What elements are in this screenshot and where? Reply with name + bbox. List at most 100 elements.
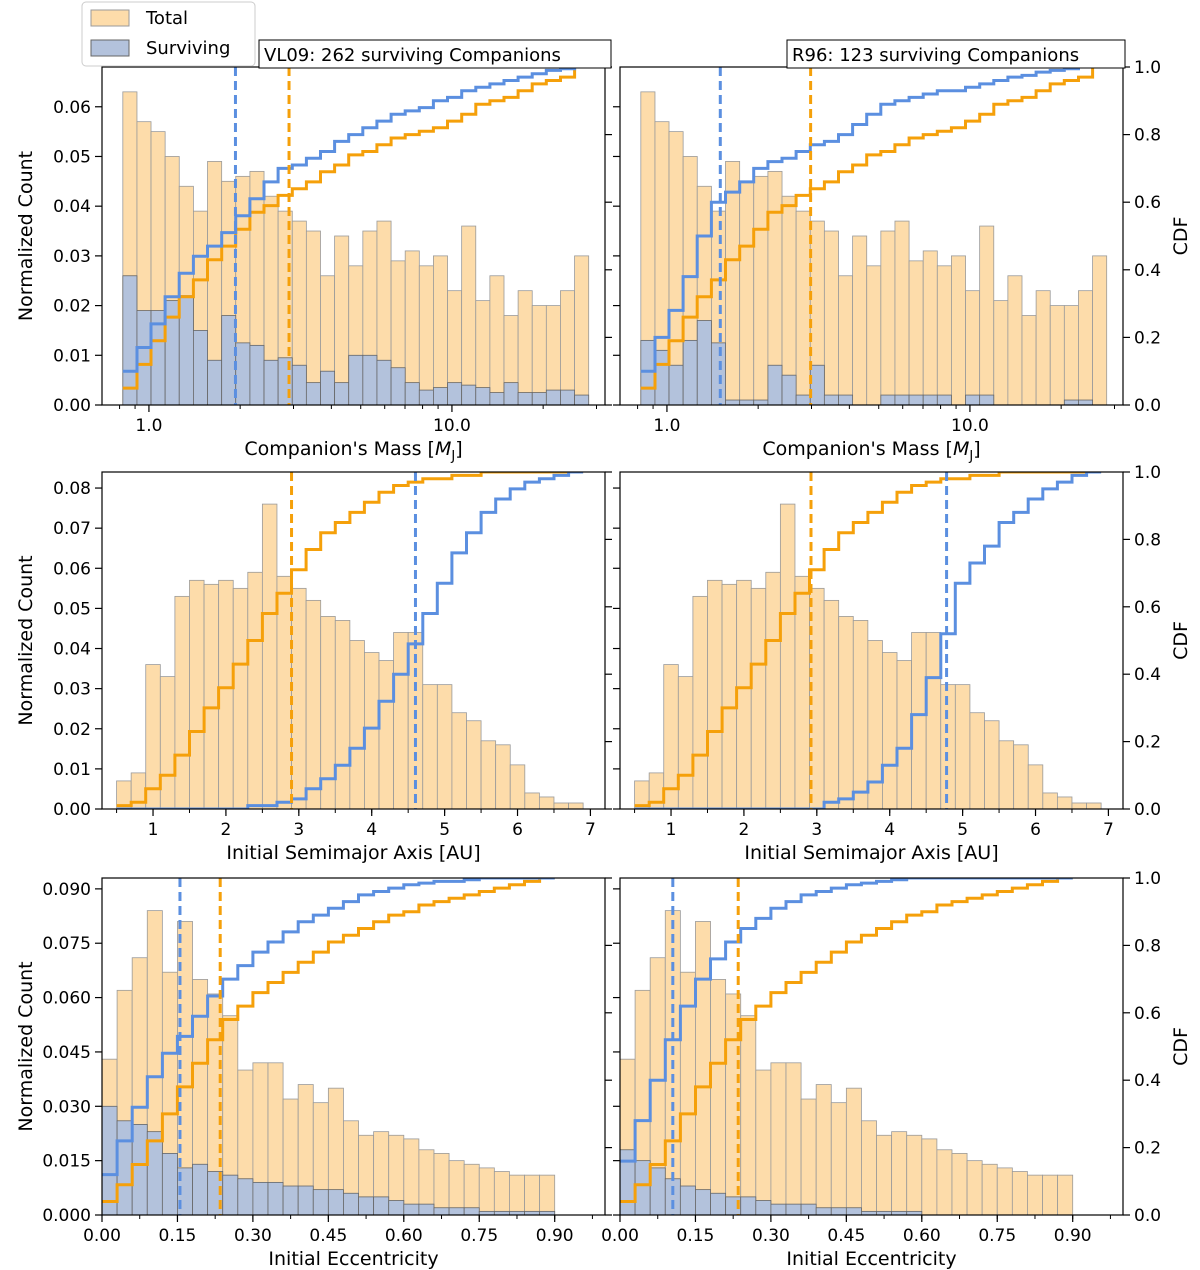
- panel-mass-r96: 1.0 10.0 0.0 0.2 0.4 0.6 0.8 1.0 Companion's Mas…: [613, 58, 1192, 464]
- y-tick-label: 0.00: [53, 396, 91, 416]
- x-tick-label: 1.0: [135, 416, 162, 436]
- x-tick-label: 7: [1103, 820, 1114, 840]
- bar-surviving: [448, 1207, 465, 1215]
- bar-total: [979, 225, 995, 405]
- bar-total: [436, 684, 453, 809]
- cdf-line-surviving: [102, 878, 555, 1177]
- bar-total: [1042, 792, 1058, 809]
- bar-surviving: [795, 394, 811, 405]
- bar-total: [911, 632, 927, 809]
- y-axis-label: Normalized Count: [15, 961, 37, 1131]
- bar-total: [1042, 1174, 1059, 1215]
- x-tick-label: 5: [957, 820, 968, 840]
- x-tick-label: 1.0: [653, 416, 680, 436]
- x-tick-label: 0.15: [159, 1226, 197, 1246]
- y-tick-label: 0.00: [53, 800, 91, 820]
- x-tick-label: 10.0: [951, 416, 989, 436]
- bar-total: [509, 1174, 525, 1215]
- bar-total: [203, 583, 220, 809]
- x-tick-label: 0.00: [83, 1226, 121, 1246]
- cdf-line-surviving: [620, 878, 1073, 1163]
- x-tick-label: 2: [221, 820, 232, 840]
- bar-surviving: [475, 387, 491, 405]
- bar-total: [753, 175, 769, 405]
- bar-total: [677, 676, 694, 809]
- bar-surviving: [358, 1196, 375, 1215]
- bar-total: [568, 802, 584, 809]
- bar-total: [867, 640, 883, 809]
- y-tick-label: 0.030: [42, 1097, 91, 1117]
- bar-surviving: [390, 367, 406, 405]
- bar-surviving: [418, 389, 434, 405]
- bar-surviving: [1078, 399, 1093, 405]
- x-tick-label: 4: [366, 820, 377, 840]
- bar-surviving: [781, 374, 797, 405]
- bar-surviving: [711, 342, 726, 405]
- cdf-line-total: [122, 67, 589, 390]
- bar-total: [1057, 1174, 1074, 1215]
- bar-total: [830, 1102, 847, 1215]
- bar-surviving: [755, 1200, 772, 1215]
- y-tick-label: 0.07: [53, 519, 91, 539]
- y-tick-label: 0.06: [53, 559, 91, 579]
- bar-total: [189, 579, 205, 809]
- y2-tick-label: 0.6: [1134, 193, 1161, 213]
- bar-total: [247, 571, 263, 809]
- y-axis-label: Normalized Count: [15, 151, 37, 321]
- bar-total: [461, 225, 477, 405]
- axes-frame: [101, 877, 606, 1216]
- bar-total: [466, 720, 482, 809]
- bar-surviving: [136, 310, 152, 405]
- x-axis-label: Initial Semimajor Axis [AU]: [226, 842, 480, 864]
- x-tick-label: 2: [739, 820, 750, 840]
- bar-total: [1027, 764, 1044, 809]
- bar-total: [276, 575, 292, 809]
- bar-surviving: [221, 315, 237, 405]
- bar-surviving: [531, 392, 547, 405]
- bar-surviving: [845, 1207, 862, 1215]
- bar-total: [998, 740, 1015, 809]
- y-tick-label: 0.01: [53, 346, 91, 366]
- bar-total: [524, 1174, 541, 1215]
- bar-surviving: [710, 1192, 727, 1215]
- bar-total: [517, 290, 533, 405]
- y-tick-label: 0.015: [42, 1152, 91, 1172]
- bar-total: [861, 1120, 877, 1215]
- bar-total: [692, 595, 708, 809]
- y-axis-label: Normalized Count: [15, 555, 37, 725]
- x-tick-label: 0.75: [460, 1226, 498, 1246]
- panel-mass-vl09: 1.0 10.0 0.00 0.01 0.02 0.03 0.04 0.05 0.06 Compa…: [15, 66, 612, 464]
- plot-area: [122, 67, 590, 405]
- bar-surviving: [207, 359, 223, 405]
- bar-total: [866, 265, 882, 405]
- bar-total: [509, 764, 526, 809]
- bar-total: [936, 1149, 953, 1215]
- bar-surviving: [809, 364, 825, 405]
- bar-total: [349, 640, 365, 809]
- bar-surviving: [161, 1152, 178, 1215]
- x-tick-label: 0.45: [827, 1226, 865, 1246]
- bar-surviving: [131, 1124, 148, 1215]
- bar-total: [823, 599, 840, 809]
- bar-surviving: [312, 1189, 329, 1215]
- bar-surviving: [965, 394, 981, 405]
- bar-surviving: [894, 394, 910, 405]
- bar-surviving: [320, 370, 336, 405]
- bar-total: [404, 250, 420, 405]
- bar-total: [908, 260, 924, 405]
- bar-surviving: [376, 359, 392, 405]
- annotation-vl09: VL09: 262 surviving Companions: [258, 39, 612, 69]
- bar-total: [852, 235, 868, 405]
- bar-surviving: [1063, 399, 1079, 405]
- bar-total: [334, 620, 351, 809]
- bar-surviving: [249, 344, 265, 405]
- bar-surviving: [574, 394, 590, 405]
- x-tick-label: 0.90: [536, 1226, 574, 1246]
- y2-tick-label: 0.8: [1134, 936, 1161, 956]
- bar-surviving: [362, 354, 378, 405]
- bar-total: [823, 230, 839, 405]
- bar-surviving: [263, 359, 279, 405]
- bar-total: [560, 290, 575, 405]
- y2-tick-label: 1.0: [1134, 869, 1161, 889]
